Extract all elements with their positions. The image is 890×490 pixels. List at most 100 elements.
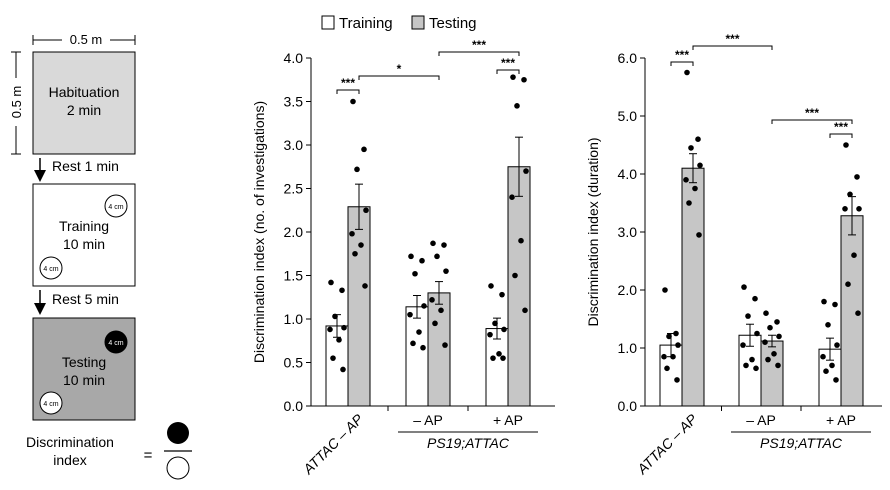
data-point	[674, 377, 680, 383]
data-point	[429, 297, 435, 303]
legend-testing-swatch	[411, 15, 425, 30]
data-point	[754, 330, 760, 337]
data-point	[686, 200, 692, 206]
bar-training	[405, 306, 429, 407]
data-point	[670, 353, 676, 360]
data-point	[697, 162, 703, 169]
data-point	[829, 362, 835, 369]
significance-bracket	[829, 133, 853, 138]
group-label-attac: ATTAC – AP	[633, 410, 700, 477]
data-point	[501, 326, 507, 333]
training-object-top	[104, 194, 128, 218]
height-dimension-label: 0.5 m	[9, 86, 24, 119]
data-point	[420, 344, 426, 351]
rest1-label: Rest 1 min	[52, 158, 119, 174]
data-point	[510, 74, 516, 80]
y-tick-label: 3.0	[618, 224, 638, 240]
data-point	[775, 362, 781, 369]
data-point	[487, 331, 493, 338]
training-object-top-size: 4 cm	[108, 204, 123, 211]
data-point	[774, 319, 780, 325]
data-point	[847, 191, 853, 198]
y-tick-label: 2.0	[284, 224, 304, 240]
significance-bracket	[670, 61, 694, 66]
data-point	[823, 368, 829, 375]
data-point	[523, 168, 529, 174]
data-point	[854, 174, 860, 180]
data-point	[842, 206, 848, 212]
group-label-minus-ap: – AP	[746, 412, 776, 428]
data-point	[363, 207, 369, 214]
data-point	[362, 283, 368, 289]
y-tick-label: 1.0	[618, 340, 638, 356]
testing-object-familiar	[39, 391, 63, 415]
data-point	[688, 145, 694, 151]
significance-label: ***	[675, 48, 689, 62]
bar-testing	[760, 340, 784, 407]
data-point	[341, 324, 347, 331]
training-object-bottom	[39, 256, 63, 280]
significance-bracket	[438, 51, 520, 56]
data-point	[832, 301, 838, 308]
data-point	[521, 76, 527, 83]
testing-object-familiar-size: 4 cm	[43, 401, 58, 408]
data-point	[851, 252, 857, 258]
legend-training-label: Training	[339, 15, 393, 32]
data-point	[776, 333, 782, 340]
significance-label: ***	[834, 120, 848, 134]
data-point	[490, 355, 496, 361]
data-point	[407, 311, 413, 318]
data-point	[740, 342, 746, 348]
bar-testing	[347, 206, 371, 407]
height-dimension-mask	[8, 78, 24, 126]
data-point	[336, 337, 342, 343]
data-point	[695, 136, 701, 142]
data-point	[328, 279, 334, 286]
y-tick-label: 0.0	[618, 398, 638, 414]
bar-testing	[507, 166, 531, 407]
data-point	[767, 324, 773, 331]
data-point	[438, 307, 444, 314]
data-point	[771, 351, 777, 357]
data-point	[845, 281, 851, 288]
testing-object-novel-size: 4 cm	[108, 340, 123, 347]
y-tick-label: 1.0	[284, 311, 304, 327]
data-point	[352, 250, 358, 257]
data-point	[662, 287, 668, 293]
significance-label: ***	[472, 38, 486, 52]
group-label-plus-ap: + AP	[826, 412, 856, 428]
data-point	[666, 333, 672, 340]
significance-bracket	[771, 119, 853, 124]
significance-label: *	[397, 62, 402, 76]
y-tick-label: 0.0	[284, 398, 304, 414]
data-point	[408, 253, 414, 260]
data-point	[509, 194, 515, 200]
data-point	[442, 342, 448, 348]
data-point	[488, 283, 494, 289]
di-equals: =	[144, 447, 153, 464]
significance-bracket	[496, 69, 520, 74]
habituation-time: 2 min	[67, 102, 101, 118]
data-point	[664, 365, 670, 372]
data-point	[412, 270, 418, 277]
habituation-box	[32, 51, 136, 155]
significance-bracket	[358, 75, 440, 80]
group-label-ps19: PS19;ATTAC	[427, 435, 510, 451]
data-point	[339, 287, 345, 294]
group-label-ps19: PS19;ATTAC	[760, 435, 843, 451]
y-axis-label: Discrimination index (no. of investigati…	[251, 101, 267, 363]
data-point	[410, 340, 416, 347]
data-point	[762, 339, 768, 346]
data-point	[763, 310, 769, 317]
data-point	[330, 355, 336, 361]
data-point	[499, 291, 505, 298]
bar-testing	[681, 167, 705, 407]
data-point	[834, 342, 840, 348]
data-point	[349, 230, 355, 237]
data-point	[741, 284, 747, 290]
data-point	[358, 242, 364, 248]
data-point	[753, 365, 759, 372]
training-object-bottom-size: 4 cm	[43, 266, 58, 273]
data-point	[512, 272, 518, 279]
bar-training	[485, 328, 509, 407]
